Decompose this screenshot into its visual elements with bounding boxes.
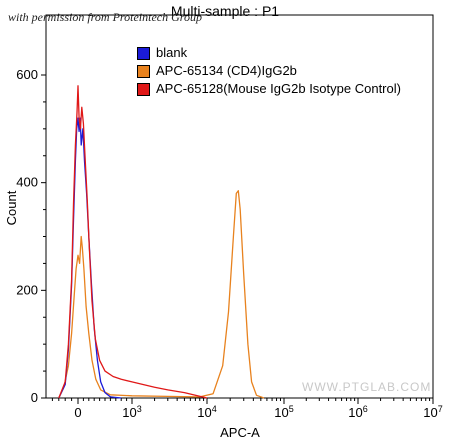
series-line-cd4 <box>58 190 265 399</box>
legend-item-cd4: APC-65134 (CD4)IgG2b <box>137 62 401 80</box>
x-tick-label: 105 <box>274 404 293 420</box>
y-tick-label: 200 <box>16 282 38 297</box>
chart-title: Multi-sample : P1 <box>170 3 280 19</box>
watermark: WWW.PTGLAB.COM <box>302 380 432 394</box>
legend-swatch-blank <box>137 46 150 60</box>
legend-item-isotype: APC-65128(Mouse IgG2b Isotype Control) <box>137 80 401 98</box>
legend-label-cd4: APC-65134 (CD4)IgG2b <box>156 63 297 78</box>
legend-swatch-isotype <box>137 82 150 96</box>
legend-swatch-cd4 <box>137 64 150 78</box>
x-tick-label: 104 <box>197 404 216 420</box>
plot-frame <box>45 14 434 399</box>
legend-item-blank: blank <box>137 44 401 62</box>
x-tick-label: 106 <box>348 404 367 420</box>
x-axis-label: APC-A <box>220 425 260 440</box>
legend: blank APC-65134 (CD4)IgG2b APC-65128(Mou… <box>137 44 401 98</box>
legend-label-isotype: APC-65128(Mouse IgG2b Isotype Control) <box>156 81 401 96</box>
x-tick-label: 103 <box>122 404 141 420</box>
y-tick-label: 600 <box>16 67 38 82</box>
y-tick-label: 400 <box>16 175 38 190</box>
permission-note: with permission from Proteintech Group <box>8 10 202 24</box>
x-tick-label: 107 <box>423 404 442 420</box>
series-line-isotype <box>58 85 208 399</box>
y-axis-label: Count <box>4 190 19 225</box>
legend-label-blank: blank <box>156 45 188 60</box>
y-tick-label: 0 <box>31 390 38 405</box>
x-tick-label: 0 <box>74 405 81 420</box>
